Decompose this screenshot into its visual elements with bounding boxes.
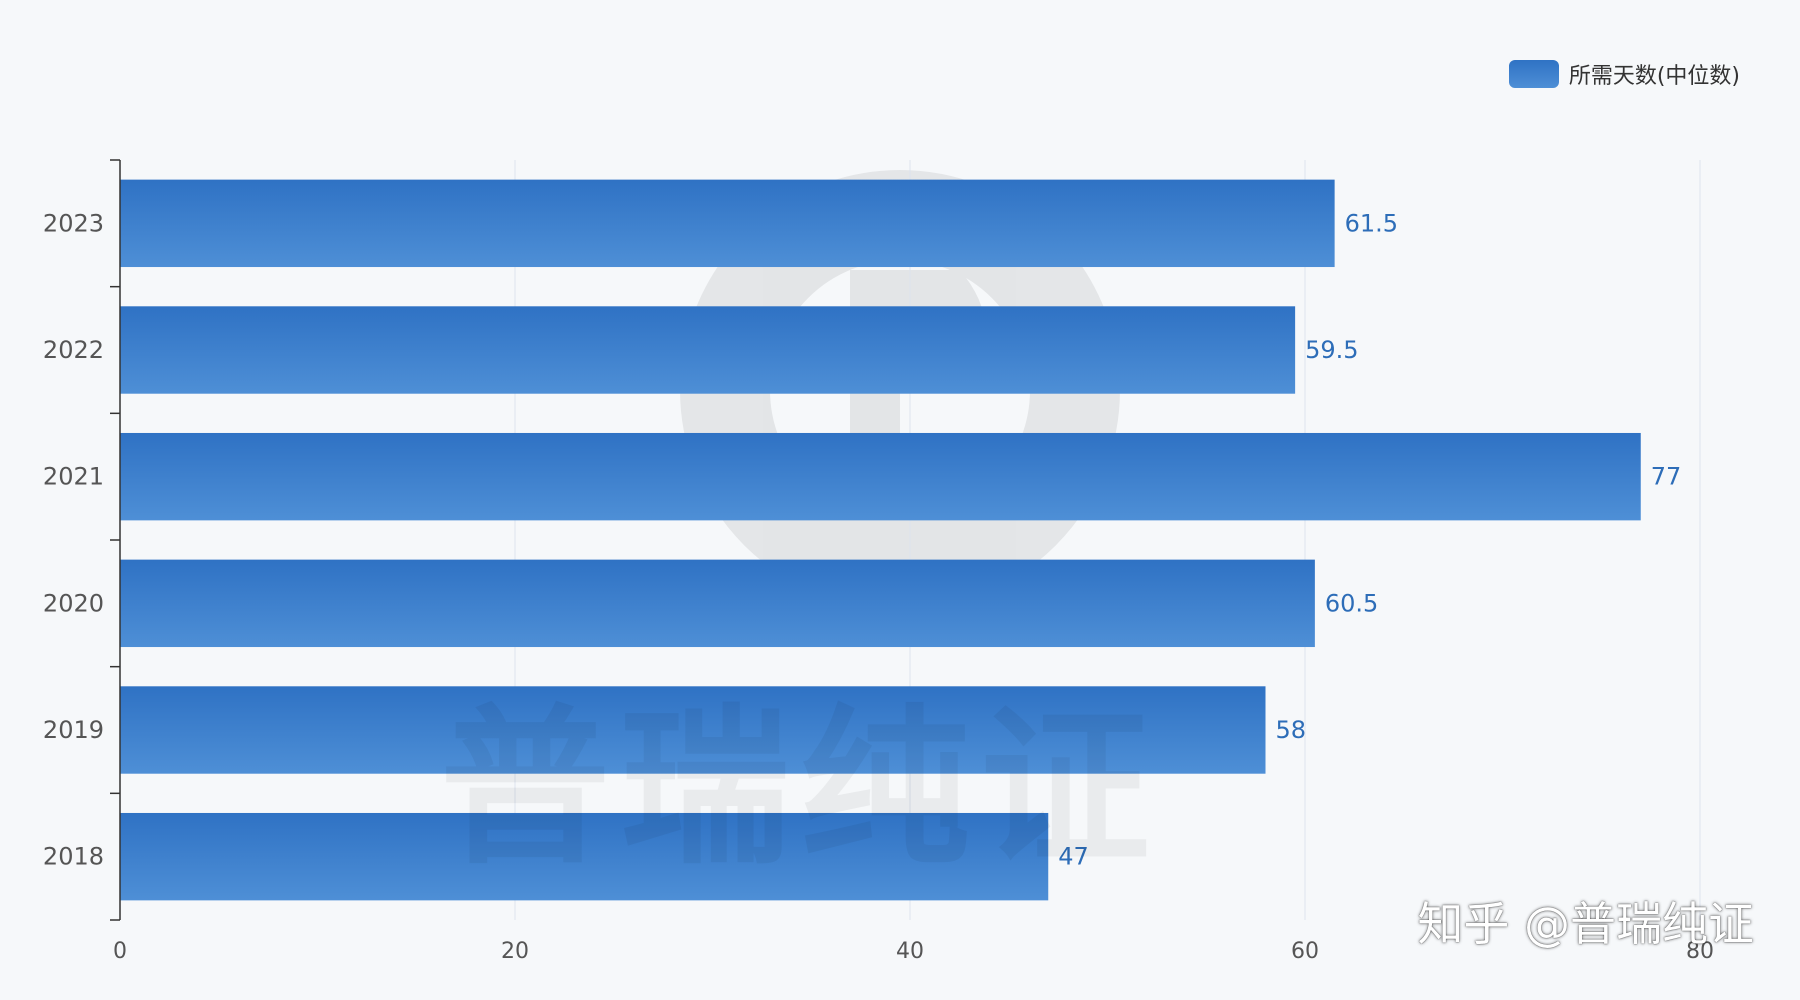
- legend-label: 所需天数(中位数): [1568, 64, 1740, 89]
- bar-value-label: 61.5: [1345, 209, 1398, 237]
- bar-2020: [120, 559, 1315, 648]
- x-tick-label: 20: [501, 939, 529, 964]
- bar-2022: [120, 306, 1296, 394]
- bar-2021: [120, 432, 1641, 521]
- y-category-label: 2020: [43, 589, 104, 617]
- legend[interactable]: 所需天数(中位数): [1508, 58, 1740, 90]
- x-tick-label: 60: [1291, 939, 1319, 964]
- watermark-text: 普瑞纯证: [440, 690, 1161, 888]
- x-tick-label: 40: [896, 939, 924, 964]
- credit-text: 知乎 @普瑞纯证: [1417, 897, 1754, 951]
- bar-value-label: 60.5: [1325, 589, 1378, 617]
- bar-value-label: 58: [1276, 716, 1307, 744]
- x-tick-label: 0: [113, 939, 127, 964]
- y-category-label: 2023: [43, 209, 104, 237]
- y-category-label: 2021: [43, 463, 104, 491]
- bar-value-label: 77: [1651, 463, 1682, 491]
- bar-2018: [120, 812, 1049, 901]
- bar-2023: [120, 179, 1335, 268]
- y-category-label: 2022: [43, 336, 104, 364]
- bar-2019: [120, 686, 1266, 774]
- y-category-label: 2018: [43, 843, 104, 871]
- bar-value-label: 47: [1058, 843, 1089, 871]
- bar-value-label: 59.5: [1305, 336, 1358, 364]
- legend-swatch: [1508, 60, 1559, 88]
- y-category-label: 2019: [43, 716, 104, 744]
- x-tick-label: 80: [1686, 939, 1714, 964]
